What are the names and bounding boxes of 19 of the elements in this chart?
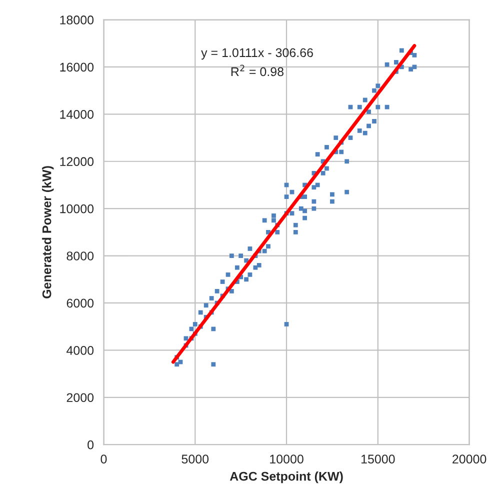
y-tick-label: 8000 xyxy=(66,252,94,260)
x-tick-label: 0 xyxy=(100,454,107,464)
x-tick-label: 15000 xyxy=(361,454,395,464)
annotation: R$^{2}$ = 0.98 xyxy=(231,64,284,76)
y-tick-label: 12000 xyxy=(60,157,94,166)
annotation: y = 1.0111x - 306.66 xyxy=(201,48,313,60)
y-tick-label: 4000 xyxy=(66,346,94,355)
x-tick-label: 10000 xyxy=(270,454,304,464)
y-tick-label: 10000 xyxy=(60,204,94,214)
y-tick-label: 16000 xyxy=(60,62,94,72)
y-tick-label: 18000 xyxy=(60,16,94,24)
y-tick-label: 0 xyxy=(88,440,94,450)
y-axis-title: Generated Power (kW) xyxy=(42,166,54,298)
y-tick-label: 6000 xyxy=(66,298,94,308)
y-tick-label: 14000 xyxy=(60,110,94,119)
x-axis-title: AGC Setpoint (KW) xyxy=(230,472,343,484)
y-tick-label: 2000 xyxy=(66,393,94,402)
x-tick-label: 5000 xyxy=(182,454,209,464)
x-tick-label: 20000 xyxy=(452,454,486,464)
